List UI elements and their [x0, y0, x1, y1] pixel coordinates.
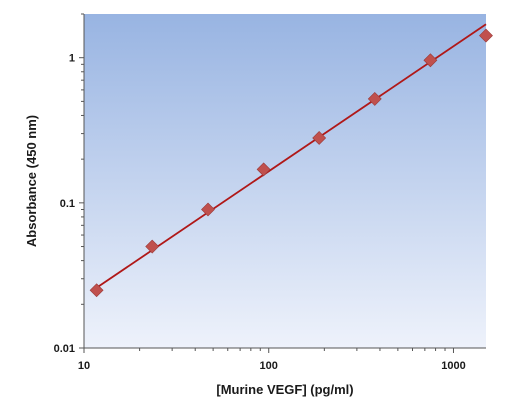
x-axis-tick-labels: 10 100 1000 [78, 360, 466, 372]
x-tick-label: 10 [78, 360, 90, 372]
data-point-marker [256, 162, 271, 177]
y-axis-tick-labels: 0.01 0.1 1 [54, 53, 75, 355]
data-point-marker [367, 91, 382, 106]
y-tick-label: 0.01 [54, 343, 75, 355]
x-tick-label: 100 [260, 360, 278, 372]
data-point-marker [312, 131, 327, 145]
y-axis-ticks [79, 13, 84, 349]
data-point-marker [89, 283, 104, 298]
x-axis-title: [Murine VEGF] (pg/ml) [216, 382, 353, 397]
y-tick-label: 1 [69, 53, 75, 65]
y-axis-title: Absorbance (450 nm) [24, 115, 39, 247]
x-axis-ticks [83, 348, 454, 353]
data-point-marker [201, 202, 215, 217]
data-point-marker [423, 53, 438, 68]
y-tick-label: 0.1 [60, 198, 75, 210]
data-point-marker [479, 28, 493, 43]
fit-curve-line [96, 23, 487, 289]
data-point-marker [145, 239, 160, 254]
x-tick-label: 1000 [441, 360, 465, 372]
series-layer [89, 23, 493, 298]
